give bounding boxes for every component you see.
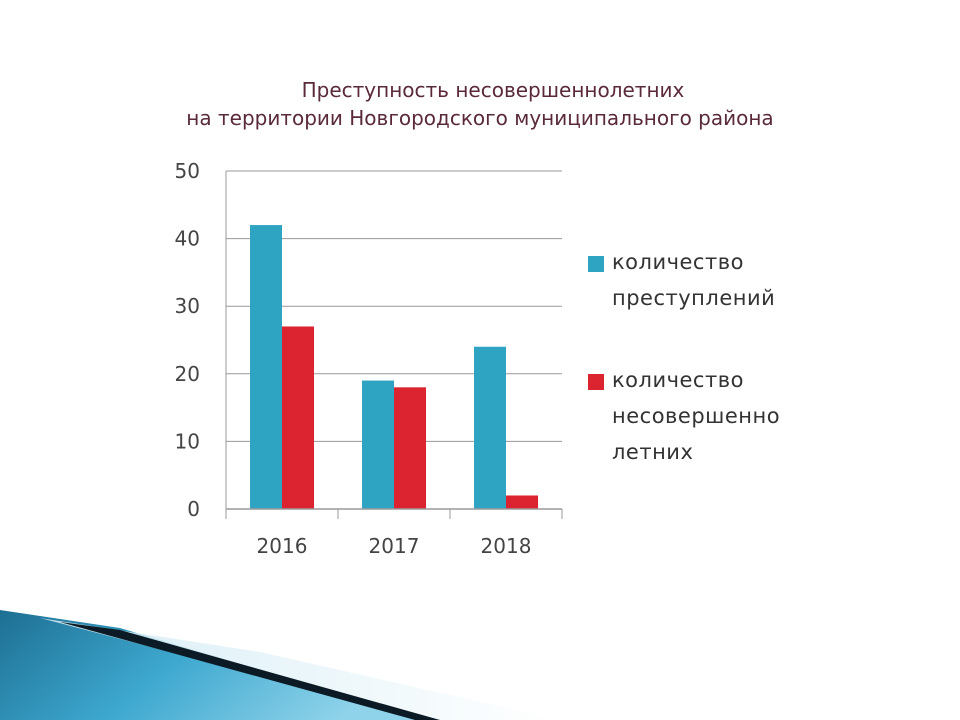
legend-label-1: количество преступлений (612, 244, 822, 316)
chart-title-line-2: на территории Новгородского муниципально… (186, 106, 774, 130)
bar-series2-2017 (394, 387, 426, 509)
bar-series1-2018 (474, 346, 506, 509)
y-tick-label: 20 (175, 362, 200, 386)
y-tick-label: 50 (175, 159, 200, 183)
y-tick-label: 0 (187, 497, 200, 521)
axes: 0 10 20 30 40 50 2016 2017 2018 (175, 159, 563, 558)
legend-label-2-line-3: летних (612, 440, 694, 464)
y-tick-label: 10 (175, 429, 200, 453)
bar-series2-2016 (282, 326, 314, 509)
legend-label-2-line-1: количество (612, 368, 744, 392)
legend-label-2: количество несовершенно летних (612, 362, 822, 470)
x-tick-label: 2016 (257, 534, 308, 558)
y-tick-label: 40 (175, 227, 200, 251)
bar-series2-2018 (506, 495, 538, 509)
bars (250, 225, 538, 509)
x-tick-label: 2018 (481, 534, 532, 558)
chart-title-line-1: Преступность несовершеннолетних (301, 78, 685, 102)
bar-series1-2017 (362, 380, 394, 509)
legend-swatch-2 (588, 374, 604, 390)
x-tick-label: 2017 (369, 534, 420, 558)
y-tick-label: 30 (175, 294, 200, 318)
legend-swatch-1 (588, 256, 604, 272)
legend-label-2-line-2: несовершенно (612, 404, 781, 428)
bar-series1-2016 (250, 225, 282, 509)
legend-label-1-line-2: преступлений (612, 286, 776, 310)
legend-label-1-line-1: количество (612, 250, 744, 274)
